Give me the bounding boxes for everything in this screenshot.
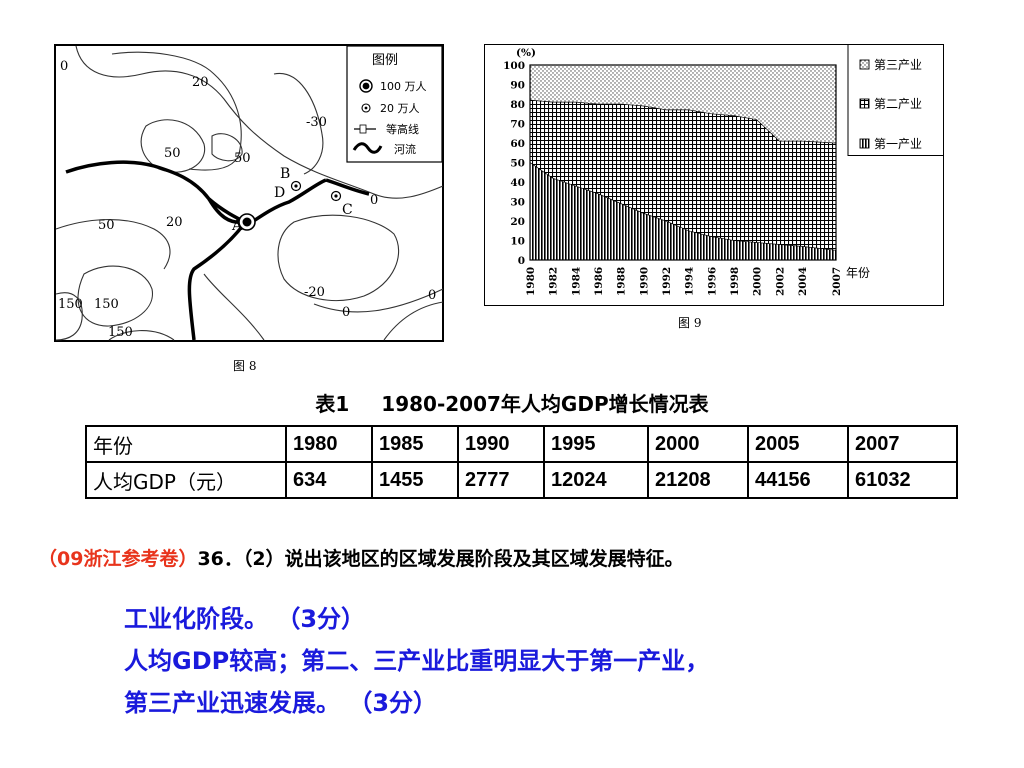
rivers bbox=[65, 160, 370, 341]
chart-legend: 第三产业 第二产业 第一产业 bbox=[847, 44, 944, 156]
contour-label: 50 bbox=[164, 146, 181, 161]
y-tick-label: 30 bbox=[510, 197, 525, 209]
gdp-cell: 44156 bbox=[747, 461, 849, 499]
gdp-cell: 61032 bbox=[847, 461, 958, 499]
x-tick-label: 2007 bbox=[831, 267, 843, 296]
year-cell: 1995 bbox=[543, 425, 649, 463]
row-header-gdp: 人均GDP（元） bbox=[85, 461, 287, 499]
year-cell: 2005 bbox=[747, 425, 849, 463]
contour-label: -30 bbox=[306, 115, 327, 130]
x-tick-label: 1980 bbox=[525, 267, 537, 296]
y-tick-label: 60 bbox=[510, 138, 525, 150]
map-legend: 图例 100 万人 20 万人 等高线 河流 bbox=[346, 45, 443, 163]
question-text: 36．（2）说出该地区的区域发展阶段及其区域发展特征。 bbox=[197, 548, 684, 570]
map-caption: 图 8 bbox=[233, 359, 257, 373]
y-tick-label: 40 bbox=[510, 177, 525, 189]
chart-caption: 图 9 bbox=[678, 316, 702, 330]
contour-label: 0 bbox=[370, 193, 378, 208]
y-tick-label: 90 bbox=[510, 80, 525, 92]
y-tick-label: 0 bbox=[518, 255, 525, 267]
year-cell: 2000 bbox=[647, 425, 749, 463]
question-source: （09浙江参考卷） bbox=[38, 548, 198, 570]
y-axis-unit: (%) bbox=[516, 47, 536, 59]
x-tick-label: 1998 bbox=[729, 267, 741, 296]
contour-label: 20 bbox=[192, 75, 209, 90]
point-c-label: C bbox=[342, 202, 353, 218]
gdp-table: 年份 1980 1985 1990 1995 2000 2005 2007 人均… bbox=[85, 425, 958, 499]
contour-label: 0 bbox=[60, 59, 68, 74]
legend-label: 等高线 bbox=[386, 122, 419, 136]
gdp-cell: 12024 bbox=[543, 461, 649, 499]
contour-label: 0 bbox=[428, 288, 436, 303]
legend-swatch-tertiary bbox=[859, 59, 870, 70]
gdp-cell: 2777 bbox=[457, 461, 545, 499]
gdp-cell: 21208 bbox=[647, 461, 749, 499]
y-tick-label: 20 bbox=[510, 216, 525, 228]
legend-label: 20 万人 bbox=[380, 102, 420, 115]
table-row: 人均GDP（元） 634 1455 2777 12024 21208 44156… bbox=[85, 461, 958, 499]
contour-label: 150 bbox=[108, 325, 133, 340]
contour-line-icon bbox=[354, 124, 376, 134]
contour-lines bbox=[55, 45, 444, 341]
gdp-cell: 1455 bbox=[371, 461, 459, 499]
legend-label: 100 万人 bbox=[380, 80, 427, 93]
x-tick-label: 1984 bbox=[570, 267, 582, 296]
plot-frame bbox=[529, 64, 837, 261]
contour-label: -20 bbox=[304, 285, 325, 300]
row-header-year: 年份 bbox=[85, 425, 287, 463]
contour-label: 0 bbox=[342, 305, 350, 320]
year-cell: 1990 bbox=[457, 425, 545, 463]
legend-swatch-primary bbox=[859, 138, 870, 149]
industry-structure-chart: (%) 年份 0 10 20 30 40 50 60 70 80 90 100 1980 1982 19… bbox=[484, 44, 944, 306]
point-b-label: B bbox=[280, 166, 290, 182]
x-tick-label: 1982 bbox=[548, 267, 560, 296]
legend-label: 第一产业 bbox=[874, 137, 922, 151]
table-row: 年份 1980 1985 1990 1995 2000 2005 2007 bbox=[85, 425, 958, 463]
year-cell: 2007 bbox=[847, 425, 958, 463]
topographic-map: A B C D 0 20 50 50 -30 50 20 150 150 150… bbox=[54, 44, 444, 342]
legend-label: 河流 bbox=[394, 142, 416, 156]
answer-line: 第三产业迅速发展。 （3分） bbox=[124, 689, 438, 717]
year-cell: 1985 bbox=[371, 425, 459, 463]
x-tick-label: 2000 bbox=[752, 267, 764, 296]
x-tick-label: 2002 bbox=[774, 267, 786, 296]
x-tick-label: 1990 bbox=[638, 267, 650, 296]
year-cell: 1980 bbox=[285, 425, 373, 463]
contour-label: 150 bbox=[94, 297, 119, 312]
y-tick-label: 10 bbox=[510, 236, 525, 248]
cities bbox=[238, 180, 342, 231]
y-tick-label: 70 bbox=[510, 119, 525, 131]
map-labels: A B C D 0 20 50 50 -30 50 20 150 150 150… bbox=[58, 59, 436, 340]
table-number: 表1 bbox=[315, 392, 350, 416]
legend-label: 第二产业 bbox=[874, 97, 922, 111]
x-tick-label: 1992 bbox=[661, 267, 673, 296]
x-tick-label: 2004 bbox=[797, 267, 809, 296]
y-tick-label: 80 bbox=[510, 99, 525, 111]
answer-line: 人均GDP较高；第二、三产业比重明显大于第一产业， bbox=[124, 647, 710, 675]
river-icon bbox=[352, 142, 383, 154]
x-tick-label: 1996 bbox=[706, 267, 718, 296]
legend-label: 第三产业 bbox=[874, 58, 922, 72]
x-tick-label: 1988 bbox=[616, 267, 628, 296]
table-title: 表1 1980-2007年人均GDP增长情况表 bbox=[0, 388, 1024, 417]
gdp-cell: 634 bbox=[285, 461, 373, 499]
y-tick-label: 50 bbox=[510, 158, 525, 170]
y-tick-label: 100 bbox=[503, 60, 525, 72]
answer-line: 工业化阶段。 （3分） bbox=[124, 605, 366, 633]
answer: 工业化阶段。 （3分） 人均GDP较高；第二、三产业比重明显大于第一产业， 第三… bbox=[124, 598, 709, 724]
x-axis-title: 年份 bbox=[846, 266, 870, 280]
contour-label: 20 bbox=[166, 215, 183, 230]
x-tick-label: 1986 bbox=[593, 267, 605, 296]
question: （09浙江参考卷）36．（2）说出该地区的区域发展阶段及其区域发展特征。 bbox=[38, 544, 684, 571]
contour-label: 50 bbox=[98, 218, 115, 233]
point-d-label: D bbox=[274, 185, 285, 201]
table-title-text: 1980-2007年人均GDP增长情况表 bbox=[381, 392, 709, 416]
contour-label: 50 bbox=[234, 151, 251, 166]
legend-swatch-secondary bbox=[859, 98, 870, 109]
legend-title: 图例 bbox=[372, 53, 398, 68]
point-a-label: A bbox=[231, 218, 243, 234]
x-tick-label: 1994 bbox=[684, 267, 696, 296]
contour-label: 150 bbox=[58, 297, 83, 312]
